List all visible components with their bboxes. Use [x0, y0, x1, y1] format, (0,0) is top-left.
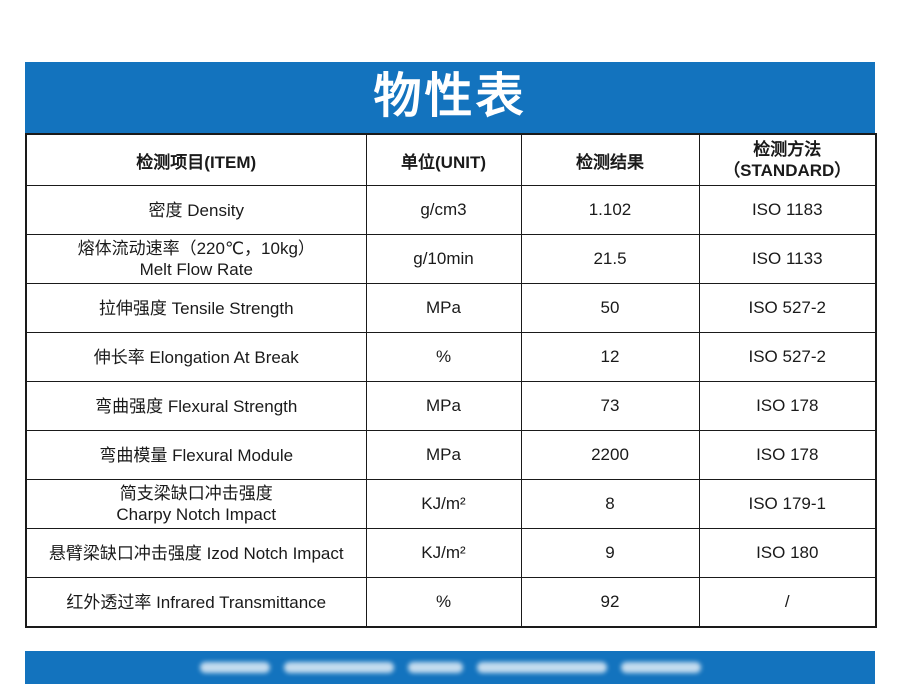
cell-unit: MPa: [365, 283, 522, 333]
cell-standard: ISO 1133: [698, 234, 877, 284]
cell-result: 21.5: [520, 234, 700, 284]
blurred-text-decoration: [283, 662, 394, 673]
table-header-row: 检测项目(ITEM) 单位(UNIT) 检测结果 检测方法 （STANDARD）: [25, 133, 877, 186]
table-row: 悬臂梁缺口冲击强度 Izod Notch Impact KJ/m² 9 ISO …: [25, 528, 877, 578]
blurred-text-decoration: [476, 662, 607, 673]
cell-standard: ISO 527-2: [698, 332, 877, 382]
item-line1: 伸长率 Elongation At Break: [93, 347, 299, 367]
cell-item: 密度 Density: [25, 185, 367, 235]
properties-table: 检测项目(ITEM) 单位(UNIT) 检测结果 检测方法 （STANDARD）…: [25, 133, 877, 628]
title-banner: 物性表: [25, 62, 875, 133]
page-title: 物性表: [373, 69, 527, 123]
footer-banner: [25, 651, 875, 684]
cell-unit: g/10min: [365, 234, 522, 284]
cell-standard: ISO 178: [698, 381, 877, 431]
table-row: 简支梁缺口冲击强度 Charpy Notch Impact KJ/m² 8 IS…: [25, 479, 877, 529]
col-header-unit: 单位(UNIT): [365, 133, 522, 186]
cell-unit: KJ/m²: [365, 479, 522, 529]
cell-unit: %: [365, 332, 522, 382]
col-header-item: 检测项目(ITEM): [25, 133, 367, 186]
cell-result: 2200: [520, 430, 700, 480]
item-line1: 弯曲模量 Flexural Module: [99, 445, 294, 465]
cell-result: 8: [520, 479, 700, 529]
cell-result: 73: [520, 381, 700, 431]
cell-standard: ISO 179-1: [698, 479, 877, 529]
table-row: 熔体流动速率（220℃，10kg） Melt Flow Rate g/10min…: [25, 234, 877, 284]
blurred-text-decoration: [407, 662, 463, 673]
blurred-text-decoration: [199, 662, 270, 673]
blurred-text-decoration: [620, 662, 701, 673]
cell-item: 简支梁缺口冲击强度 Charpy Notch Impact: [25, 479, 367, 529]
item-line1: 密度 Density: [148, 200, 244, 220]
cell-item: 红外透过率 Infrared Transmittance: [25, 577, 367, 628]
item-line2: Melt Flow Rate: [139, 260, 253, 279]
cell-result: 50: [520, 283, 700, 333]
item-line1: 简支梁缺口冲击强度: [119, 484, 273, 503]
cell-result: 12: [520, 332, 700, 382]
cell-item: 拉伸强度 Tensile Strength: [25, 283, 367, 333]
item-line2: Charpy Notch Impact: [116, 505, 277, 524]
cell-unit: g/cm3: [365, 185, 522, 235]
item-line1: 熔体流动速率（220℃，10kg）: [77, 239, 315, 258]
cell-standard: /: [698, 577, 877, 628]
table-row: 伸长率 Elongation At Break % 12 ISO 527-2: [25, 332, 877, 382]
cell-result: 9: [520, 528, 700, 578]
col-header-standard-line2: （STANDARD）: [723, 161, 852, 180]
col-header-standard: 检测方法 （STANDARD）: [698, 133, 877, 186]
table-row: 密度 Density g/cm3 1.102 ISO 1183: [25, 185, 877, 235]
item-line1: 拉伸强度 Tensile Strength: [98, 298, 294, 318]
item-line1: 红外透过率 Infrared Transmittance: [66, 592, 327, 612]
cell-item: 弯曲模量 Flexural Module: [25, 430, 367, 480]
cell-result: 1.102: [520, 185, 700, 235]
cell-standard: ISO 1183: [698, 185, 877, 235]
content-area: 物性表 检测项目(ITEM) 单位(UNIT) 检测结果 检测方法 （STAND…: [25, 62, 877, 628]
cell-item: 弯曲强度 Flexural Strength: [25, 381, 367, 431]
item-line1: 弯曲强度 Flexural Strength: [95, 396, 298, 416]
cell-standard: ISO 527-2: [698, 283, 877, 333]
cell-item: 熔体流动速率（220℃，10kg） Melt Flow Rate: [25, 234, 367, 284]
cell-standard: ISO 180: [698, 528, 877, 578]
cell-item: 伸长率 Elongation At Break: [25, 332, 367, 382]
cell-standard: ISO 178: [698, 430, 877, 480]
cell-unit: KJ/m²: [365, 528, 522, 578]
cell-unit: MPa: [365, 381, 522, 431]
table-row: 弯曲模量 Flexural Module MPa 2200 ISO 178: [25, 430, 877, 480]
col-header-result: 检测结果: [520, 133, 700, 186]
col-header-standard-line1: 检测方法: [753, 140, 822, 159]
cell-unit: %: [365, 577, 522, 628]
item-line1: 悬臂梁缺口冲击强度 Izod Notch Impact: [48, 543, 344, 563]
cell-item: 悬臂梁缺口冲击强度 Izod Notch Impact: [25, 528, 367, 578]
table-row: 红外透过率 Infrared Transmittance % 92 /: [25, 577, 877, 628]
cell-unit: MPa: [365, 430, 522, 480]
table-row: 拉伸强度 Tensile Strength MPa 50 ISO 527-2: [25, 283, 877, 333]
table-row: 弯曲强度 Flexural Strength MPa 73 ISO 178: [25, 381, 877, 431]
cell-result: 92: [520, 577, 700, 628]
